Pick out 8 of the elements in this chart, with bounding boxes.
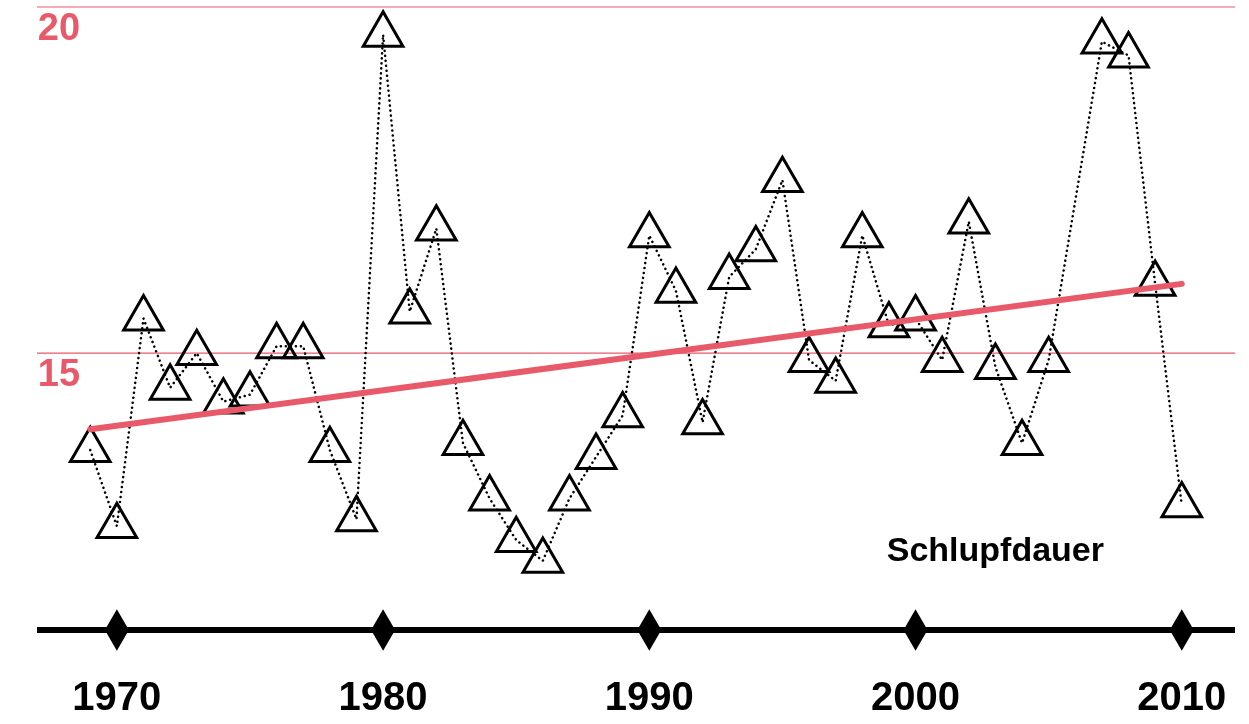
x-tick-label: 1970 xyxy=(72,674,162,718)
x-tick-label: 2000 xyxy=(871,674,961,718)
y-tick-label: 20 xyxy=(37,6,81,48)
x-tick-label: 2010 xyxy=(1137,674,1227,718)
series-label: Schlupfdauer xyxy=(886,529,1105,568)
x-tick-label: 1990 xyxy=(604,674,694,718)
x-tick-label: 1980 xyxy=(338,674,428,718)
y-tick-label: 15 xyxy=(37,352,81,395)
